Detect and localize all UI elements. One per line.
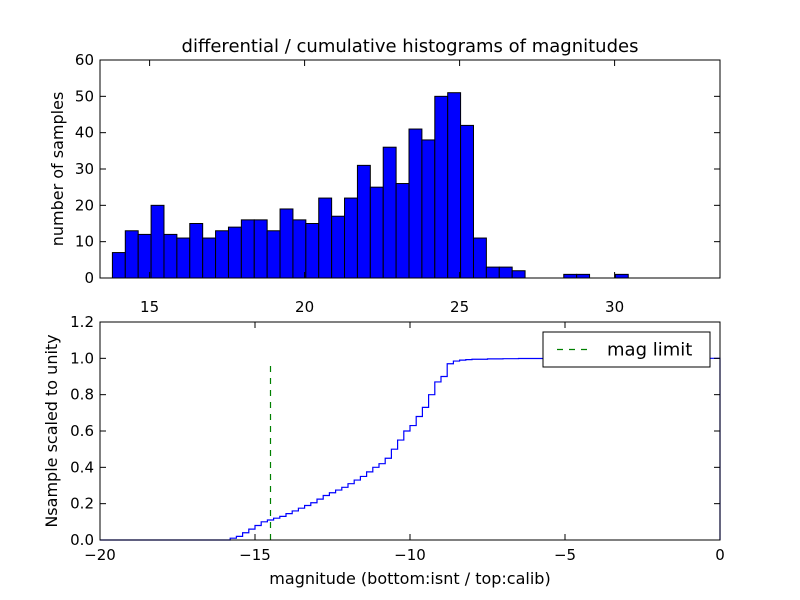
x-tick-label: 15 <box>140 298 159 316</box>
x-tick-label: 25 <box>450 298 469 316</box>
bar <box>190 224 203 279</box>
bottom-x-axis-label: magnitude (bottom:isnt / top:calib) <box>269 569 550 588</box>
x-tick-label: 0 <box>715 546 725 564</box>
bar <box>241 220 254 278</box>
bar <box>267 231 280 278</box>
bar <box>345 198 358 278</box>
y-tick-label: 0.4 <box>70 458 94 476</box>
x-tick-label: −10 <box>394 546 426 564</box>
x-tick-label: −15 <box>239 546 271 564</box>
bar <box>409 129 422 278</box>
y-tick-label: 20 <box>75 196 94 214</box>
y-tick-label: 50 <box>75 87 94 105</box>
y-tick-label: 0.8 <box>70 386 94 404</box>
bar <box>512 271 525 278</box>
y-tick-label: 40 <box>75 124 94 142</box>
bar <box>486 267 499 278</box>
bar <box>177 238 190 278</box>
x-tick-label: −5 <box>554 546 576 564</box>
top-y-axis-label: number of samples <box>48 92 67 247</box>
bar <box>216 231 229 278</box>
bar <box>383 147 396 278</box>
bar <box>357 165 370 278</box>
bar <box>473 238 486 278</box>
bar <box>112 253 125 278</box>
x-tick-label: 20 <box>295 298 314 316</box>
bar <box>461 125 474 278</box>
bottom-y-axis-label: Nsample scaled to unity <box>42 334 61 527</box>
bar <box>254 220 267 278</box>
bar <box>151 205 164 278</box>
bar <box>370 187 383 278</box>
y-tick-label: 0.0 <box>70 531 94 549</box>
y-tick-label: 0.2 <box>70 495 94 513</box>
bar <box>203 238 216 278</box>
y-tick-label: 1.0 <box>70 349 94 367</box>
bar <box>293 220 306 278</box>
bar <box>138 234 151 278</box>
y-tick-label: 60 <box>75 51 94 69</box>
y-tick-label: 10 <box>75 233 94 251</box>
bar <box>306 224 319 279</box>
bar <box>319 198 332 278</box>
chart-title: differential / cumulative histograms of … <box>182 36 639 57</box>
bar <box>228 227 241 278</box>
bar <box>564 274 577 278</box>
y-tick-label: 0.6 <box>70 422 94 440</box>
bar <box>332 216 345 278</box>
bar <box>280 209 293 278</box>
y-tick-label: 1.2 <box>70 313 94 331</box>
bar <box>422 140 435 278</box>
y-tick-label: 0 <box>84 269 94 287</box>
bar <box>164 234 177 278</box>
y-tick-label: 30 <box>75 160 94 178</box>
x-tick-label: 30 <box>605 298 624 316</box>
bar <box>125 231 138 278</box>
bar <box>577 274 590 278</box>
histogram-figure: differential / cumulative histograms of … <box>0 0 800 600</box>
bar <box>615 274 628 278</box>
legend: mag limit <box>543 332 710 367</box>
legend-label-mag-limit: mag limit <box>607 340 692 361</box>
bar <box>448 93 461 278</box>
bar <box>435 96 448 278</box>
bar <box>396 184 409 278</box>
bar <box>499 267 512 278</box>
